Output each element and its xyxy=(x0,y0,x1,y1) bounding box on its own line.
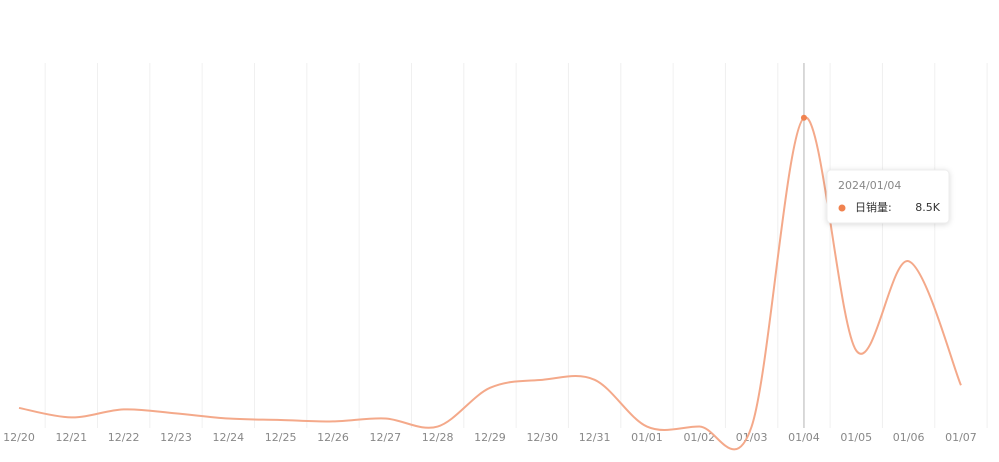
tooltip: 2024/01/04 日销量: 8.5K xyxy=(826,169,950,224)
x-tick-label: 12/22 xyxy=(108,431,140,444)
x-tick-label: 01/01 xyxy=(631,431,663,444)
x-tick-label: 01/06 xyxy=(893,431,925,444)
x-tick-label: 12/29 xyxy=(474,431,506,444)
x-tick-label: 12/27 xyxy=(369,431,401,444)
x-tick-label: 01/07 xyxy=(945,431,977,444)
tooltip-value: 8.5K xyxy=(915,201,940,214)
x-tick-label: 01/03 xyxy=(736,431,768,444)
x-tick-label: 01/05 xyxy=(840,431,872,444)
x-tick-label: 01/04 xyxy=(788,431,820,444)
tooltip-dot xyxy=(838,204,846,212)
x-tick-label: 12/31 xyxy=(579,431,611,444)
x-tick-label: 12/30 xyxy=(526,431,558,444)
x-tick-label: 12/20 xyxy=(3,431,35,444)
x-tick-label: 12/26 xyxy=(317,431,349,444)
line-series xyxy=(18,116,962,451)
x-tick-label: 12/25 xyxy=(265,431,297,444)
x-tick-label: 12/23 xyxy=(160,431,192,444)
tooltip-date: 2024/01/04 xyxy=(838,179,901,192)
x-tick-label: 12/21 xyxy=(55,431,87,444)
tooltip-box xyxy=(826,169,950,224)
x-tick-label: 12/24 xyxy=(212,431,244,444)
x-tick-label: 12/28 xyxy=(422,431,454,444)
highlight-point xyxy=(800,114,807,121)
x-tick-label: 01/02 xyxy=(683,431,715,444)
tooltip-label: 日销量: xyxy=(855,200,892,214)
